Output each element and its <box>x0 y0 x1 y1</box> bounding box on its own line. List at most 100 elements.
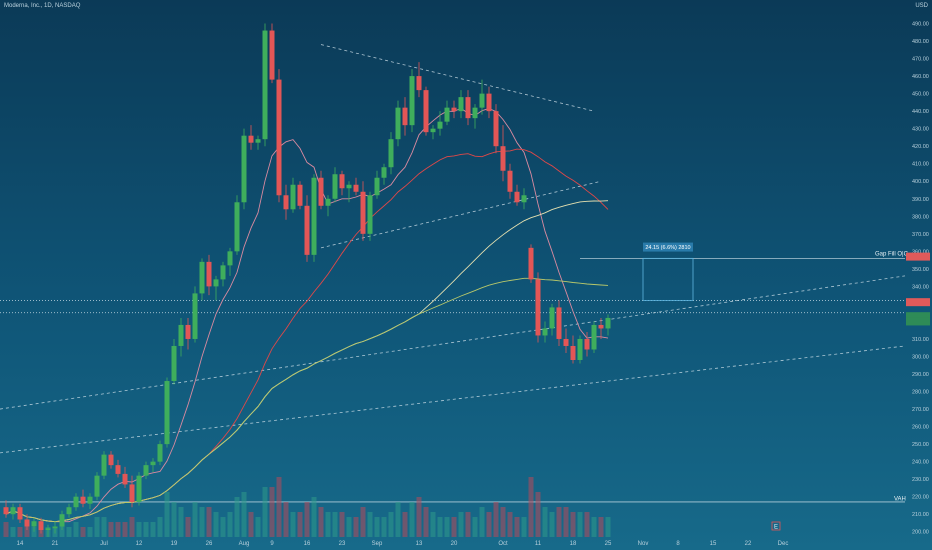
x-tick-label: 23 <box>339 541 346 547</box>
candle-body <box>570 345 576 360</box>
earnings-tag: E <box>774 525 778 531</box>
y-tick-label: 240.00 <box>912 460 929 466</box>
candle-body <box>290 184 296 210</box>
candle-body <box>213 279 219 287</box>
gap-fill-label: Gap Fill O|C <box>875 251 909 257</box>
x-tick-label: 16 <box>304 541 311 547</box>
candle-body <box>59 514 65 527</box>
candle-body <box>444 107 450 122</box>
candle-body <box>206 261 212 287</box>
volume-bar <box>73 522 79 537</box>
volume-bar <box>199 507 205 537</box>
volume-bar <box>332 512 338 537</box>
y-tick-label: 340.00 <box>912 284 929 290</box>
trendline <box>0 275 906 410</box>
x-tick-label: 13 <box>416 541 423 547</box>
measure-label: 24.15 (6.6%) 2810 <box>645 245 690 251</box>
volume-bar <box>542 507 548 537</box>
volume-bar <box>416 497 422 537</box>
candle-body <box>591 324 597 350</box>
candle-body <box>577 338 583 360</box>
y-tick-label: 460.00 <box>912 74 929 80</box>
volume-bar <box>234 497 240 537</box>
candle-body <box>458 97 464 112</box>
volume-bar <box>381 517 387 537</box>
candle-body <box>248 135 254 143</box>
price-tag <box>906 312 930 321</box>
volume-bar <box>290 512 296 537</box>
volume-bar <box>339 512 345 537</box>
candle-body <box>150 461 156 466</box>
volume-bar <box>479 507 485 537</box>
x-tick-label: 11 <box>535 541 542 547</box>
candle-body <box>241 135 247 203</box>
volume-bar <box>346 517 352 537</box>
volume-bar <box>108 522 114 537</box>
candle-body <box>353 184 359 192</box>
volume-bar <box>360 507 366 537</box>
y-tick-label: 200.00 <box>912 530 929 536</box>
candle-body <box>430 128 436 133</box>
candle-body <box>381 167 387 178</box>
volume-bar <box>283 502 289 537</box>
volume-bar <box>192 502 198 537</box>
y-tick-label: 300.00 <box>912 354 929 360</box>
y-tick-label: 360.00 <box>912 249 929 255</box>
volume-bar <box>248 512 254 537</box>
volume-bar <box>227 512 233 537</box>
candle-body <box>199 261 205 294</box>
volume-bar <box>423 507 429 537</box>
candle-body <box>24 519 30 527</box>
x-tick-label: Nov <box>638 541 649 547</box>
candle-body <box>10 507 16 515</box>
y-tick-label: 390.00 <box>912 197 929 203</box>
volume-bar <box>262 487 268 537</box>
volume-bar <box>297 512 303 537</box>
candle-body <box>262 30 268 140</box>
candle-body <box>556 307 562 339</box>
y-tick-label: 220.00 <box>912 495 929 501</box>
y-tick-label: 480.00 <box>912 39 929 45</box>
x-tick-label: 26 <box>206 541 213 547</box>
volume-bar <box>570 512 576 537</box>
candle-body <box>535 279 541 336</box>
volume-bar <box>311 497 317 537</box>
candle-body <box>346 184 352 189</box>
candle-body <box>234 202 240 252</box>
trendline <box>0 345 906 454</box>
volume-bar <box>514 517 520 537</box>
y-tick-label: 310.00 <box>912 337 929 343</box>
candle-body <box>332 174 338 199</box>
candle-body <box>164 381 170 445</box>
candle-body <box>549 307 555 329</box>
volume-bar <box>136 522 142 537</box>
volume-bar <box>178 507 184 537</box>
volume-bar <box>486 512 492 537</box>
y-tick-label: 380.00 <box>912 214 929 220</box>
candle-body <box>269 30 275 80</box>
candle-body <box>297 184 303 206</box>
y-tick-label: 450.00 <box>912 92 929 98</box>
volume-bar <box>451 517 457 537</box>
candle-body <box>416 76 422 91</box>
candle-body <box>500 146 506 171</box>
y-tick-label: 370.00 <box>912 232 929 238</box>
volume-bar <box>213 512 219 537</box>
candle-body <box>52 526 58 529</box>
candle-body <box>521 195 527 203</box>
candle-body <box>108 454 114 466</box>
y-tick-label: 410.00 <box>912 162 929 168</box>
volume-bar <box>556 507 562 537</box>
moving-average-line <box>5 277 609 523</box>
volume-bar <box>591 517 597 537</box>
volume-bar <box>157 517 163 537</box>
volume-bar <box>402 512 408 537</box>
volume-bar <box>80 527 86 537</box>
candle-body <box>409 76 415 126</box>
candle-body <box>542 328 548 336</box>
price-tag <box>906 252 930 261</box>
measure-label-bg <box>643 242 693 252</box>
x-tick-label: Aug <box>239 541 250 547</box>
